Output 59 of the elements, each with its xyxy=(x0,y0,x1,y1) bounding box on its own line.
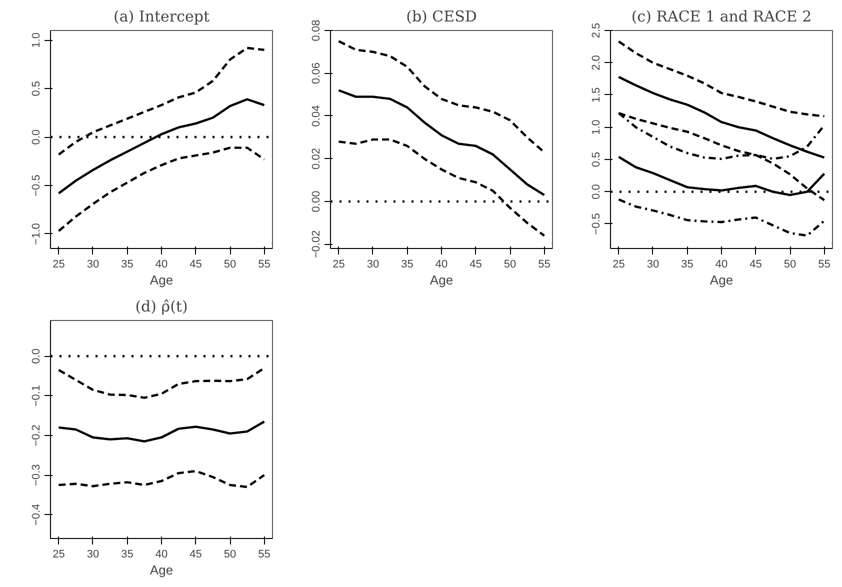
chart-title: (c) RACE 1 and RACE 2 xyxy=(631,8,812,26)
x-tick-label: 40 xyxy=(715,258,728,270)
y-tick-label: 0.0 xyxy=(590,184,602,200)
x-tick-label: 40 xyxy=(155,258,168,270)
x-tick-label: 40 xyxy=(155,548,168,560)
chart-title: (a) Intercept xyxy=(114,8,210,26)
y-tick-label: 0.08 xyxy=(310,20,322,42)
x-tick-label: 25 xyxy=(612,258,625,270)
x-tick-label: 25 xyxy=(332,258,345,270)
y-tick-label: 1.0 xyxy=(590,120,602,135)
x-tick-label: 30 xyxy=(86,548,100,560)
y-tick-label: 0.5 xyxy=(590,152,602,168)
y-tick-label: 0.5 xyxy=(30,80,42,96)
y-tick-label: 2.0 xyxy=(590,55,602,70)
x-tick-label: 25 xyxy=(52,548,65,560)
x-tick-label: 55 xyxy=(818,258,830,270)
x-tick-label: 50 xyxy=(504,258,516,270)
y-tick-label: 1.0 xyxy=(30,32,42,48)
x-axis-title: Age xyxy=(150,272,174,288)
y-tick-label: 0.06 xyxy=(310,62,322,84)
x-tick-label: 40 xyxy=(435,258,448,270)
y-tick-label: 0.00 xyxy=(310,190,322,212)
x-axis-title: Age xyxy=(710,272,734,288)
y-tick-label: 0.0 xyxy=(30,129,42,145)
x-axis-title: Age xyxy=(150,562,174,578)
y-tick-label: 2.5 xyxy=(590,22,602,38)
x-tick-label: 45 xyxy=(190,258,202,270)
x-tick-label: 45 xyxy=(470,258,482,270)
y-tick-label: 0.02 xyxy=(310,148,322,170)
x-tick-label: 55 xyxy=(258,258,270,270)
chart-title: (b) CESD xyxy=(406,8,477,26)
x-tick-label: 35 xyxy=(121,548,134,560)
y-tick-label: −0.1 xyxy=(30,384,42,407)
x-tick-label: 35 xyxy=(121,258,134,270)
y-tick-label: −0.5 xyxy=(30,174,42,196)
x-tick-label: 55 xyxy=(258,548,270,560)
y-tick-label: 0.0 xyxy=(30,348,42,364)
x-tick-label: 55 xyxy=(538,258,550,270)
y-tick-label: −0.4 xyxy=(30,504,42,526)
x-tick-label: 30 xyxy=(86,258,100,270)
x-tick-label: 50 xyxy=(224,258,236,270)
y-tick-label: −0.02 xyxy=(310,230,322,258)
y-tick-label: 0.04 xyxy=(310,105,322,127)
y-tick-label: 1.5 xyxy=(590,87,602,103)
x-tick-label: 35 xyxy=(401,258,414,270)
y-tick-label: −1.0 xyxy=(30,223,42,245)
x-tick-label: 30 xyxy=(646,258,660,270)
x-tick-label: 30 xyxy=(366,258,380,270)
x-tick-label: 45 xyxy=(750,258,762,270)
y-tick-label: −0.2 xyxy=(30,424,42,446)
x-tick-label: 45 xyxy=(190,548,202,560)
x-axis-title: Age xyxy=(430,272,454,288)
x-tick-label: 50 xyxy=(224,548,236,560)
chart-title: (d) ρ̂(t) xyxy=(135,298,188,316)
y-tick-label: −0.5 xyxy=(590,213,602,235)
x-tick-label: 50 xyxy=(784,258,796,270)
x-tick-label: 35 xyxy=(681,258,694,270)
y-tick-label: −0.3 xyxy=(30,464,42,486)
x-tick-label: 25 xyxy=(52,258,65,270)
